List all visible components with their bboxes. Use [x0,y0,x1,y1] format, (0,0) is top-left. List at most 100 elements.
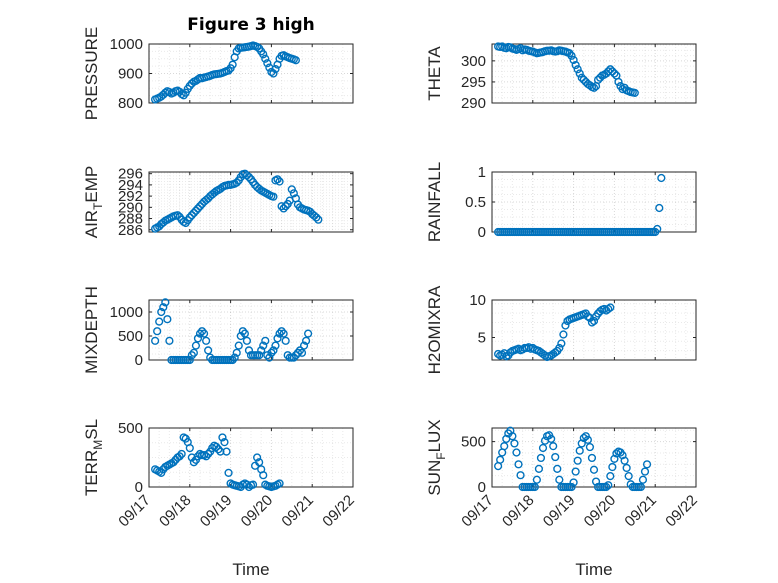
data-point [555,343,564,353]
data-point [602,482,611,492]
data-point [189,348,198,357]
data-point [163,315,172,324]
data-point [259,50,268,59]
y-tick-label: 294 [118,177,143,194]
data-point [271,64,280,74]
data-point [255,458,264,467]
data-point [232,178,241,187]
y-tick-label: 296 [118,166,143,183]
subplot-rainfall: 0 0.5 1 RAINFALL [425,162,697,242]
x-tick-label: 09/19 [197,492,236,531]
data-point [299,341,309,350]
subplot-pressure: 800 900 1000 PRESSURE [82,27,354,120]
data-point [567,51,576,60]
data-point [636,482,646,492]
data-point [577,73,586,82]
data-point [199,329,209,338]
data-point [267,348,276,357]
plot-area [148,299,354,361]
data-point [224,468,233,477]
data-point [606,472,615,481]
data-point [275,479,284,488]
data-point [189,458,198,467]
data-point [169,458,178,467]
data-point [289,353,298,362]
data-point [569,55,578,65]
x-tick-label: 09/20 [238,492,277,531]
data-point [197,327,207,336]
subplot-terr-msl: 0 500 09/17 09/18 09/19 09/20 09/21 09/22 TERRMS… [82,419,358,530]
data-point [244,482,254,492]
y-axis-label: MIXDEPTH [82,286,101,374]
data-point [202,452,211,461]
data-point [253,453,262,462]
data-point [608,67,617,76]
x-tick-label: 09/22 [662,492,701,531]
data-point [275,329,284,338]
data-point [551,452,560,462]
y-tick-label: 1000 [110,36,143,53]
data-point [555,475,564,484]
data-point [185,355,194,365]
y-tick-label: 286 [118,222,143,239]
data-point [191,206,201,215]
data-point [255,351,264,360]
data-point [263,59,272,68]
y-axis-label: TERRMSL [82,419,105,496]
data-point [630,88,639,97]
data-point [530,482,539,492]
data-point [281,202,290,211]
data-point [271,341,280,350]
y-axis-label: RAINFALL [425,162,444,242]
data-point [281,336,290,345]
data-point [279,329,288,338]
data-point [191,341,201,350]
subplot-mixdepth: 0 500 1000 MIXDEPTH [82,286,354,374]
data-point [551,348,560,357]
y-tick-label: 0 [135,479,143,496]
data-point [653,224,662,234]
data-point [614,77,623,87]
data-point [534,464,544,473]
data-point [273,334,282,343]
data-point [587,318,597,327]
data-point [159,303,168,312]
x-tick-label: 09/20 [581,492,620,531]
data-point [516,471,525,480]
data-point [259,471,268,480]
data-point [573,65,582,74]
data-point [301,336,311,345]
data-point [222,447,231,456]
data-point [157,307,166,317]
data-point [244,172,254,182]
y-tick-label: 10 [469,292,486,309]
data-point [236,331,245,341]
x-tick-label: 09/19 [540,492,579,531]
data-point [604,304,613,314]
y-tick-label: 5 [478,330,486,347]
data-point [624,472,633,481]
data-point [185,443,194,453]
data-point [218,433,227,442]
data-point [638,475,648,484]
data-point [575,446,584,455]
data-point [228,60,237,69]
data-point [165,336,174,345]
data-point [589,316,599,326]
data-point [291,56,300,65]
data-point [195,329,205,338]
data-point [204,449,213,459]
y-tick-label: 300 [461,53,486,70]
data-point [514,460,523,469]
data-point [583,435,592,444]
data-point [151,336,160,345]
data-point [589,465,599,474]
data-point [287,185,296,194]
data-point [263,351,272,360]
x-axis-label-left: Time [232,560,269,579]
data-point [269,192,278,201]
data-point [312,213,321,222]
data-point [234,341,243,350]
